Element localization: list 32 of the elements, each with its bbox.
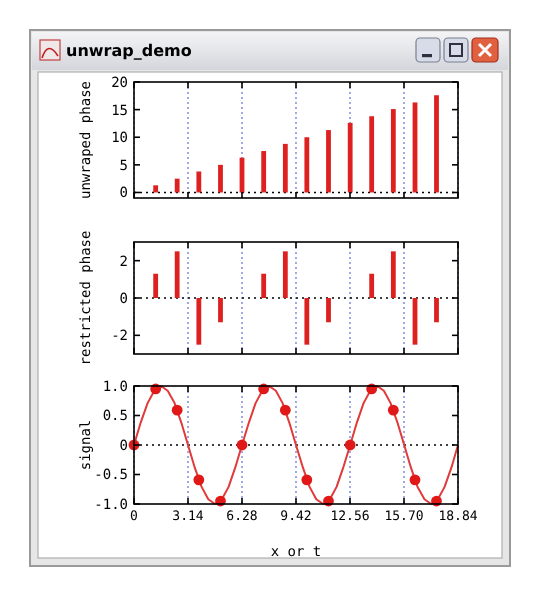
bar [174,251,180,298]
bar [261,273,267,298]
bar [434,95,439,193]
bar [196,298,202,345]
bar [326,298,331,323]
bar [326,130,331,193]
bar [434,298,439,323]
point [279,404,291,416]
bar [218,298,223,323]
bar [261,151,267,193]
bar [196,171,202,193]
bar [390,251,396,298]
point [301,474,313,486]
bar [218,164,223,193]
bar [153,273,159,298]
bar [369,116,375,193]
point [409,474,421,486]
bar [390,109,396,193]
bar [304,137,310,193]
bar [347,122,353,193]
chart-title: unwrap_demo [66,42,193,60]
point [344,439,356,451]
point [193,474,205,486]
point [387,404,399,416]
point [171,404,183,416]
bar [174,178,180,193]
bar [153,185,159,193]
bar [282,143,288,193]
bar [304,298,310,345]
bar [369,273,375,298]
bar [282,251,288,298]
point [236,439,248,451]
